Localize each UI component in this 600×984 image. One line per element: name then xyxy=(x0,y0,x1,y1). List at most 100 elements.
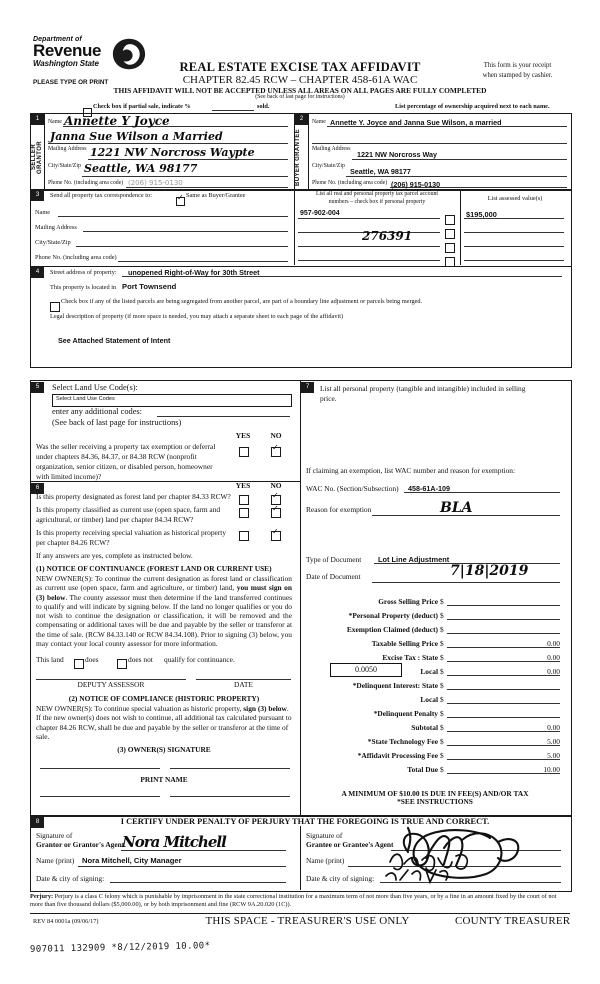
does-not-qualify-checkbox[interactable] xyxy=(117,655,127,673)
buyer-phone-line[interactable] xyxy=(390,187,567,188)
parcel-line-3[interactable] xyxy=(298,260,440,261)
tax-line-3[interactable] xyxy=(447,647,560,648)
additional-codes-line[interactable] xyxy=(157,416,290,417)
tax-value-11: 5.00 xyxy=(547,751,560,760)
reason-exemption-value: BLA xyxy=(440,500,473,516)
grantee-signature-line[interactable] xyxy=(391,850,561,851)
seller-citystate-label: City/State/Zip xyxy=(48,163,81,169)
grantor-name-print-line[interactable] xyxy=(78,866,286,867)
assessed-line-1[interactable] xyxy=(464,232,564,233)
tax-line-1[interactable] xyxy=(447,619,560,620)
seller-citystate-line[interactable] xyxy=(82,176,288,177)
assessed-line-3[interactable] xyxy=(464,260,564,261)
corr-citystate-line[interactable] xyxy=(76,246,288,247)
parcel-line-0[interactable] xyxy=(298,218,440,219)
tax-dollar-8: $ xyxy=(440,709,444,718)
section6-no-header: NO xyxy=(270,481,282,490)
partial-sale-checkbox[interactable] xyxy=(83,103,92,121)
owner-signature-line-1[interactable] xyxy=(40,768,160,769)
historical-no-checkbox[interactable] xyxy=(271,527,281,545)
seller-mailing-line[interactable] xyxy=(88,159,288,160)
assessed-line-2[interactable] xyxy=(464,246,564,247)
parcel-heading-line2: numbers – check box if personal property xyxy=(328,199,426,205)
street-address-line[interactable] xyxy=(122,276,562,277)
tax-line-0[interactable] xyxy=(447,605,560,606)
doc-type-line[interactable] xyxy=(374,563,560,564)
current-use-yes-checkbox[interactable] xyxy=(239,504,249,522)
owner-printname-line-1[interactable] xyxy=(40,796,160,797)
tax-line-4[interactable] xyxy=(447,661,560,662)
parcel-personal-checkbox-3[interactable] xyxy=(445,253,455,271)
tax-label-10: *State Technology Fee xyxy=(367,737,438,746)
corr-phone-line[interactable] xyxy=(118,261,288,262)
seller-name-line-2[interactable] xyxy=(48,143,288,144)
corr-name-line[interactable] xyxy=(58,216,288,217)
tax-line-6[interactable] xyxy=(447,689,560,690)
tax-label-5: Local xyxy=(420,667,438,676)
corr-mailing-line[interactable] xyxy=(83,231,288,232)
tax-value-5: 0.00 xyxy=(547,667,560,676)
form-instructions: (See back of last page for instructions) xyxy=(255,94,345,100)
assessed-value-0: $195,000 xyxy=(466,210,497,219)
tax-line-9[interactable] xyxy=(447,731,560,732)
parcel-personal-checkbox-2[interactable] xyxy=(445,239,455,257)
notice2-body-b: . If the new owner(s) does not wish to c… xyxy=(36,704,292,741)
does-qualify-checkbox[interactable] xyxy=(74,655,84,673)
forest-land-yes-checkbox[interactable] xyxy=(239,491,249,509)
parcel-personal-checkbox-1[interactable] xyxy=(445,225,455,243)
parcel-personal-checkbox-0[interactable] xyxy=(445,211,455,229)
tax-line-8[interactable] xyxy=(447,717,560,718)
wac-number-line[interactable] xyxy=(404,492,560,493)
grantee-signature-label-2: Grantee or Grantee's Agent xyxy=(306,840,394,849)
land-use-code-select[interactable]: Select Land Use Codes xyxy=(52,394,292,407)
corr-mailing-label: Mailing Address xyxy=(35,224,77,231)
grantor-date-city-label: Date & city of signing: xyxy=(36,874,105,883)
segregated-checkbox[interactable] xyxy=(50,298,60,316)
buyer-name-line-2[interactable] xyxy=(312,143,567,144)
seller-exemption-yes-checkbox[interactable] xyxy=(239,443,249,461)
seller-phone-line[interactable] xyxy=(126,187,288,188)
tax-line-7[interactable] xyxy=(447,703,560,704)
tax-label-0: Gross Selling Price xyxy=(378,597,438,606)
same-as-buyer-checkbox[interactable] xyxy=(176,192,185,210)
reason-exemption-line[interactable] xyxy=(372,515,560,516)
additional-codes-label: enter any additional codes: xyxy=(52,407,142,416)
tax-line-2[interactable] xyxy=(447,633,560,634)
parcel-line-2[interactable] xyxy=(298,246,440,247)
current-use-no-checkbox[interactable] xyxy=(271,504,281,522)
owner-signature-line-2[interactable] xyxy=(170,768,290,769)
doc-date-line[interactable] xyxy=(372,582,560,583)
legal-description-value: See Attached Statement of Intent xyxy=(58,336,171,345)
corr-citystate-label: City/State/Zip xyxy=(35,239,71,246)
buyer-citystate-line[interactable] xyxy=(346,176,567,177)
tax-line-5[interactable] xyxy=(447,675,560,676)
tax-value-9: 0.00 xyxy=(547,723,560,732)
seller-name-line-1[interactable] xyxy=(63,126,288,127)
tax-line-12[interactable] xyxy=(447,773,560,774)
local-tax-rate-box[interactable]: 0.0050 xyxy=(330,663,402,677)
assessor-date-line[interactable] xyxy=(196,679,291,680)
tax-value-10: 5.00 xyxy=(547,737,560,746)
seller-phone-label: Phone No. (including area code) xyxy=(48,180,124,186)
tax-line-10[interactable] xyxy=(447,745,560,746)
grantee-date-city-line[interactable] xyxy=(380,882,561,883)
grantor-name-print-label: Name (print) xyxy=(36,856,75,865)
tax-line-11[interactable] xyxy=(447,759,560,760)
buyer-name-line-1[interactable] xyxy=(327,126,567,127)
grantor-date-city-line[interactable] xyxy=(110,882,286,883)
grantor-signature-line[interactable] xyxy=(121,850,286,851)
assessor-date-label: DATE xyxy=(234,680,253,689)
partial-sale-percent-line[interactable] xyxy=(212,110,254,111)
buyer-mailing-line[interactable] xyxy=(352,159,567,160)
grantor-signature-value: Nora Mitchell xyxy=(122,833,227,851)
seller-citystate-value: Seattle, WA 98177 xyxy=(84,162,198,175)
print-name-label: PRINT NAME xyxy=(140,775,188,784)
historical-yes-checkbox[interactable] xyxy=(239,527,249,545)
parcel-line-1[interactable] xyxy=(298,232,440,233)
owner-printname-line-2[interactable] xyxy=(170,796,290,797)
grantee-name-print-line[interactable] xyxy=(348,866,561,867)
assessed-line-0[interactable] xyxy=(464,218,564,219)
grantor-name-print-value: Nora Mitchell, City Manager xyxy=(82,856,182,865)
seller-exemption-no-checkbox[interactable] xyxy=(271,443,281,461)
deputy-assessor-line[interactable] xyxy=(36,679,186,680)
